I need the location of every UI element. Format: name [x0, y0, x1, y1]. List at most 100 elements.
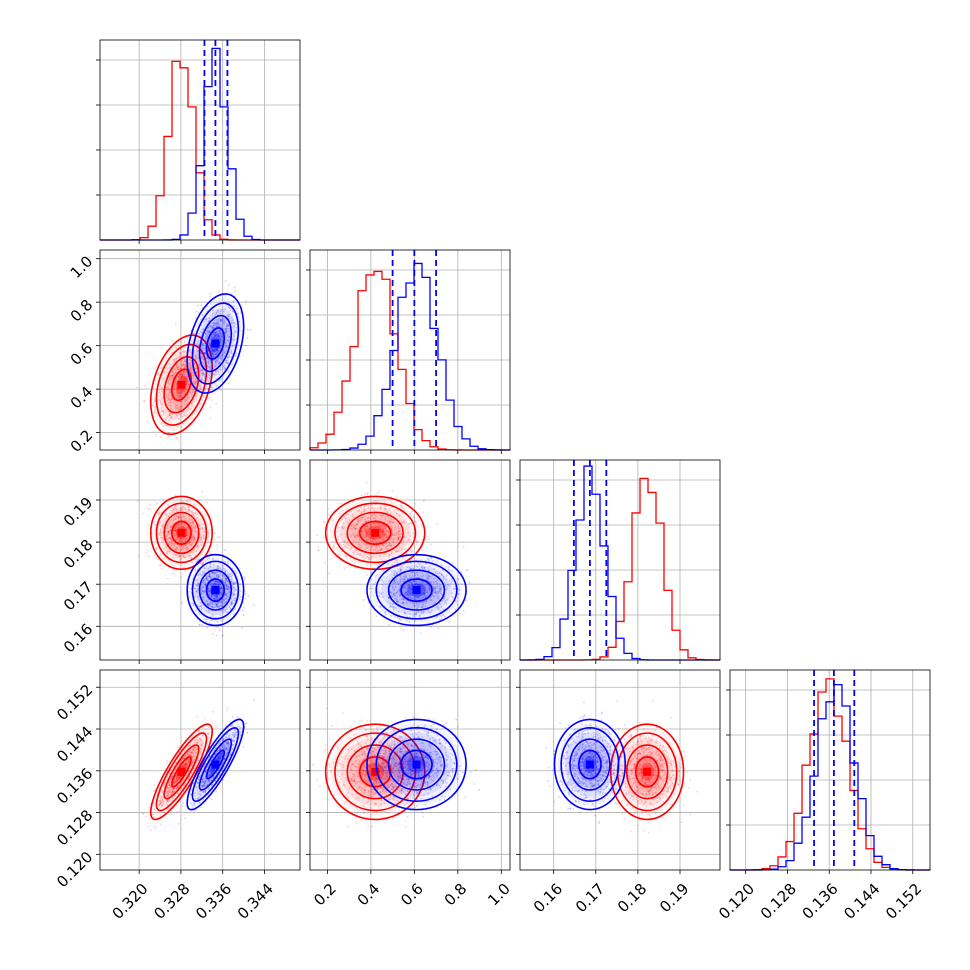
- sample-point: [144, 384, 146, 387]
- sample-point: [430, 580, 433, 583]
- sample-point: [346, 546, 348, 549]
- sample-point: [160, 407, 163, 409]
- sample-point: [417, 595, 420, 598]
- sample-point: [373, 526, 376, 529]
- sample-point: [168, 394, 171, 396]
- contour-level: [205, 578, 226, 602]
- sample-point: [369, 537, 372, 540]
- sample-point: [179, 515, 182, 517]
- sample-point: [234, 331, 237, 333]
- sample-point: [188, 356, 190, 359]
- sample-point: [398, 530, 400, 532]
- sample-point: [205, 578, 208, 581]
- sample-point: [420, 589, 423, 592]
- sample-point: [396, 550, 399, 553]
- sample-point: [189, 408, 192, 411]
- sample-point: [217, 583, 220, 586]
- sample-point: [182, 363, 184, 365]
- sample-point: [200, 586, 203, 589]
- sample-point: [235, 572, 237, 575]
- sample-point: [184, 763, 187, 766]
- sample-point: [386, 529, 388, 532]
- sample-point: [380, 579, 383, 582]
- sample-point: [198, 366, 201, 369]
- sample-point: [201, 624, 204, 626]
- sample-point: [405, 619, 408, 622]
- sample-point: [382, 545, 385, 548]
- sample-point: [191, 534, 194, 537]
- sample-point: [205, 565, 208, 568]
- sample-point: [199, 601, 202, 604]
- sample-point: [425, 600, 428, 603]
- sample-point: [352, 526, 355, 529]
- sample-point: [180, 377, 183, 380]
- sample-point: [168, 367, 171, 370]
- sample-point: [189, 391, 192, 394]
- sample-point: [183, 565, 186, 568]
- sample-point: [173, 781, 176, 784]
- sample-point: [159, 563, 162, 566]
- sample-point: [192, 526, 194, 529]
- sample-point: [168, 399, 170, 401]
- sample-point: [192, 521, 195, 524]
- sample-point: [197, 596, 199, 598]
- sample-point: [365, 532, 368, 535]
- sample-point: [182, 548, 185, 551]
- sample-point: [356, 535, 359, 537]
- sample-point: [211, 602, 214, 604]
- sample-point: [187, 760, 190, 763]
- sample-point: [397, 610, 400, 613]
- sample-point: [195, 367, 198, 370]
- sample-point: [228, 586, 231, 589]
- sample-point: [167, 537, 170, 539]
- sample-point: [427, 610, 430, 613]
- sample-point: [183, 756, 186, 759]
- sample-point: [147, 507, 150, 510]
- sample-point: [381, 529, 384, 532]
- sample-point: [151, 813, 154, 816]
- sample-point: [176, 365, 178, 368]
- sample-point: [379, 508, 382, 510]
- sample-point: [162, 377, 165, 380]
- sample-point: [233, 286, 236, 289]
- sample-point: [327, 507, 330, 510]
- sample-point: [183, 376, 185, 379]
- sample-point: [206, 577, 209, 579]
- sample-point: [194, 364, 197, 367]
- sample-point: [170, 366, 173, 369]
- sample-point: [381, 533, 384, 535]
- sample-point: [213, 572, 216, 575]
- sample-point: [183, 373, 186, 376]
- sample-point: [207, 726, 210, 728]
- sample-point: [181, 539, 184, 542]
- sample-point: [231, 592, 234, 594]
- sample-point: [392, 533, 395, 535]
- sample-point: [168, 783, 171, 786]
- sample-point: [410, 562, 413, 565]
- sample-point: [177, 544, 180, 547]
- sample-point: [394, 594, 397, 597]
- sample-point: [401, 512, 404, 515]
- sample-point: [158, 534, 161, 537]
- sample-point: [193, 587, 196, 589]
- sample-point: [452, 587, 455, 590]
- sample-point: [177, 392, 180, 395]
- sample-point: [224, 301, 227, 303]
- sample-point: [457, 578, 460, 580]
- sample-point: [180, 775, 183, 778]
- sample-point: [153, 405, 156, 408]
- sample-point: [389, 602, 392, 605]
- sample-point: [174, 529, 177, 532]
- sample-point: [410, 567, 413, 570]
- sample-point: [211, 359, 214, 362]
- sample-point: [193, 526, 196, 528]
- sample-point: [206, 603, 209, 606]
- sample-point: [406, 566, 409, 569]
- sample-point: [365, 536, 368, 538]
- sample-point: [383, 524, 386, 527]
- sample-point: [350, 525, 353, 528]
- sample-point: [346, 520, 349, 523]
- sample-point: [172, 508, 175, 511]
- sample-point: [216, 351, 219, 354]
